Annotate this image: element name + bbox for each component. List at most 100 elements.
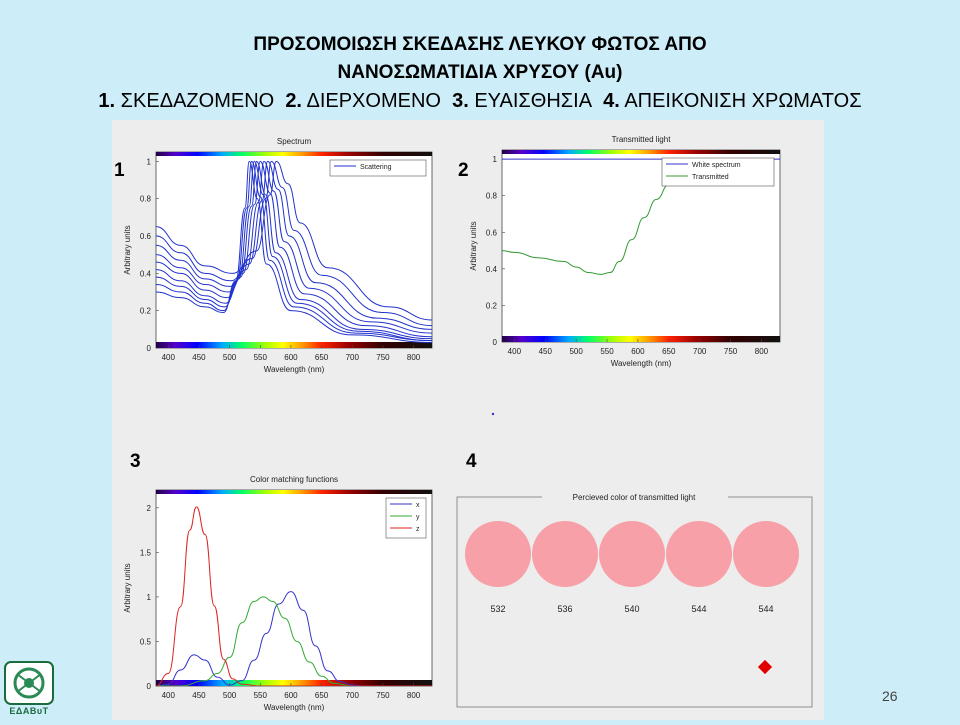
x-tick-label: 700 xyxy=(693,347,707,356)
series-group xyxy=(156,160,432,343)
figure-svg: 400 450 500 550 600 650 700 750 80000.20.40.60.8… xyxy=(123,135,813,712)
series-line-9 xyxy=(156,160,432,321)
chart-4: Percieved color of transmitted light 532 5… xyxy=(456,490,813,708)
swatch-frame-title-bg xyxy=(542,490,728,504)
series-line-x xyxy=(156,591,432,686)
y-tick-label: 0.5 xyxy=(140,637,152,646)
legend-label: White spectrum xyxy=(692,162,741,169)
y-tick-label: 0.6 xyxy=(140,232,152,241)
y-tick-label: 0.2 xyxy=(486,301,498,310)
x-tick-label: 400 xyxy=(162,353,176,362)
x-tick-label: 800 xyxy=(407,691,421,700)
chart-title: Transmitted light xyxy=(612,135,672,144)
page-number: 26 xyxy=(882,688,898,704)
x-tick-label: 450 xyxy=(539,347,553,356)
swatch-label: 544 xyxy=(691,604,706,614)
edabyt-logo xyxy=(3,660,55,718)
y-tick-label: 0.2 xyxy=(140,307,152,316)
spectrum-bar-top xyxy=(156,490,432,494)
chart-title: Spectrum xyxy=(277,137,312,146)
y-tick-label: 1 xyxy=(147,157,152,166)
legend-box xyxy=(385,497,427,539)
x-tick-label: 650 xyxy=(315,353,329,362)
y-tick-label: 2 xyxy=(147,504,152,513)
swatch-label: 532 xyxy=(490,604,505,614)
series-line-5 xyxy=(156,160,432,338)
x-tick-label: 650 xyxy=(315,691,329,700)
stray-dot xyxy=(491,412,495,416)
slide-subtitle: 1. ΣΚΕΔΑΖΟΜΕΝΟ 2. ΔΙΕΡΧΟΜΕΝΟ 3. ΕΥΑΙΣΘΗΣ… xyxy=(0,90,960,113)
swatch-label: 536 xyxy=(557,604,572,614)
chart-title: Color matching functions xyxy=(250,475,338,484)
y-tick-label: 0 xyxy=(493,338,498,347)
series-line-8 xyxy=(156,160,432,327)
x-axis-label: Wavelength (nm) xyxy=(264,703,325,712)
legend-label: y xyxy=(416,514,420,521)
x-tick-label: 700 xyxy=(346,353,360,362)
x-tick-label: 700 xyxy=(346,691,360,700)
y-tick-label: 1 xyxy=(147,593,152,602)
y-tick-label: 0.8 xyxy=(140,195,152,204)
slide-title-line-1: ΠΡΟΣΟΜΟΙΩΣΗ ΣΚΕΔΑΣΗΣ ΛΕΥΚΟΥ ΦΩΤΟΣ ΑΠΟ xyxy=(253,34,707,55)
series-line-7 xyxy=(156,160,432,330)
red-diamond-marker xyxy=(757,659,773,675)
y-tick-label: 0 xyxy=(147,682,152,691)
x-tick-label: 750 xyxy=(376,691,390,700)
y-tick-label: 0.8 xyxy=(486,192,498,201)
legend-box xyxy=(329,159,427,177)
logo-text: ΕΔΑΒυΤ xyxy=(9,706,49,716)
spectrum-bar-bottom xyxy=(502,336,780,342)
legend: xyz xyxy=(385,497,427,539)
subtitle-text-1: ΣΚΕΔΑΖΟΜΕΝΟ xyxy=(120,90,275,112)
swatch-label: 540 xyxy=(624,604,639,614)
x-tick-label: 450 xyxy=(192,691,206,700)
legend: Scattering xyxy=(329,159,427,177)
chart-title: Percieved color of transmitted light xyxy=(573,493,697,502)
chart-1: 400 450 500 550 600 650 700 750 800 0 0.2 0.4 0.6 0.8… xyxy=(123,137,433,374)
y-tick-label: 0 xyxy=(147,344,152,353)
series-line-4 xyxy=(156,160,432,340)
series-line-y xyxy=(156,596,432,686)
x-tick-label: 500 xyxy=(569,347,583,356)
y-axis-label: Arbitrary units xyxy=(123,225,132,274)
series-line-2 xyxy=(156,160,432,342)
series-group xyxy=(156,506,432,686)
x-tick-label: 550 xyxy=(254,353,268,362)
y-tick-label: 0.4 xyxy=(140,269,152,278)
y-axis-label: Arbitrary units xyxy=(469,221,478,270)
spectrum-bar-top xyxy=(502,150,780,154)
plot-area xyxy=(155,151,433,349)
x-tick-label: 600 xyxy=(284,691,298,700)
panel-number-2: 2 xyxy=(458,160,469,181)
x-tick-label: 500 xyxy=(223,691,237,700)
x-tick-label: 550 xyxy=(600,347,614,356)
series-line-transmitted xyxy=(502,176,676,275)
figure-panel: 400 450 500 550 600 650 700 750 800 0 0.2 0.4 0.6 0.8… xyxy=(112,120,824,720)
series-line-6 xyxy=(156,160,432,334)
panel-number-1: 1 xyxy=(114,160,125,181)
spectrum-bar-bottom xyxy=(156,680,432,686)
x-tick-label: 400 xyxy=(162,691,176,700)
legend-label: z xyxy=(416,526,420,533)
legend-label: x xyxy=(416,502,420,509)
color-swatch xyxy=(733,521,799,587)
x-tick-label: 750 xyxy=(724,347,738,356)
x-tick-label: 800 xyxy=(755,347,769,356)
panel-number-4: 4 xyxy=(466,451,477,472)
series-line-z xyxy=(156,506,432,686)
y-tick-label: 0.4 xyxy=(486,265,498,274)
chart-3: 400 450 500 550 600 650 700 750 800 0 0.5 1 1.5 2 Colo… xyxy=(123,475,433,712)
slide-title-line-2: ΝΑΝΟΣΩΜΑΤΙΔΙΑ ΧΡΥΣΟΥ (Au) xyxy=(337,62,623,83)
series-line-1 xyxy=(156,160,432,343)
legend-box xyxy=(661,157,775,187)
chart-2: 400 450 500 550 600 650 700 750 800 0 0.2 0.4 0.6 0.8… xyxy=(469,135,781,368)
subtitle-text-2: ΔΙΕΡΧΟΜΕΝΟ xyxy=(306,90,441,112)
x-tick-label: 600 xyxy=(631,347,645,356)
x-axis-label: Wavelength (nm) xyxy=(264,365,325,374)
x-tick-label: 800 xyxy=(407,353,421,362)
subtitle-text-4: ΑΠΕΙΚΟΝΙΣΗ ΧΡΩΜΑΤΟΣ xyxy=(624,90,862,112)
subtitle-num-1: 1. xyxy=(98,90,116,112)
color-swatch xyxy=(465,521,531,587)
swatch-label: 544 xyxy=(758,604,773,614)
y-tick-label: 1.5 xyxy=(140,548,152,557)
